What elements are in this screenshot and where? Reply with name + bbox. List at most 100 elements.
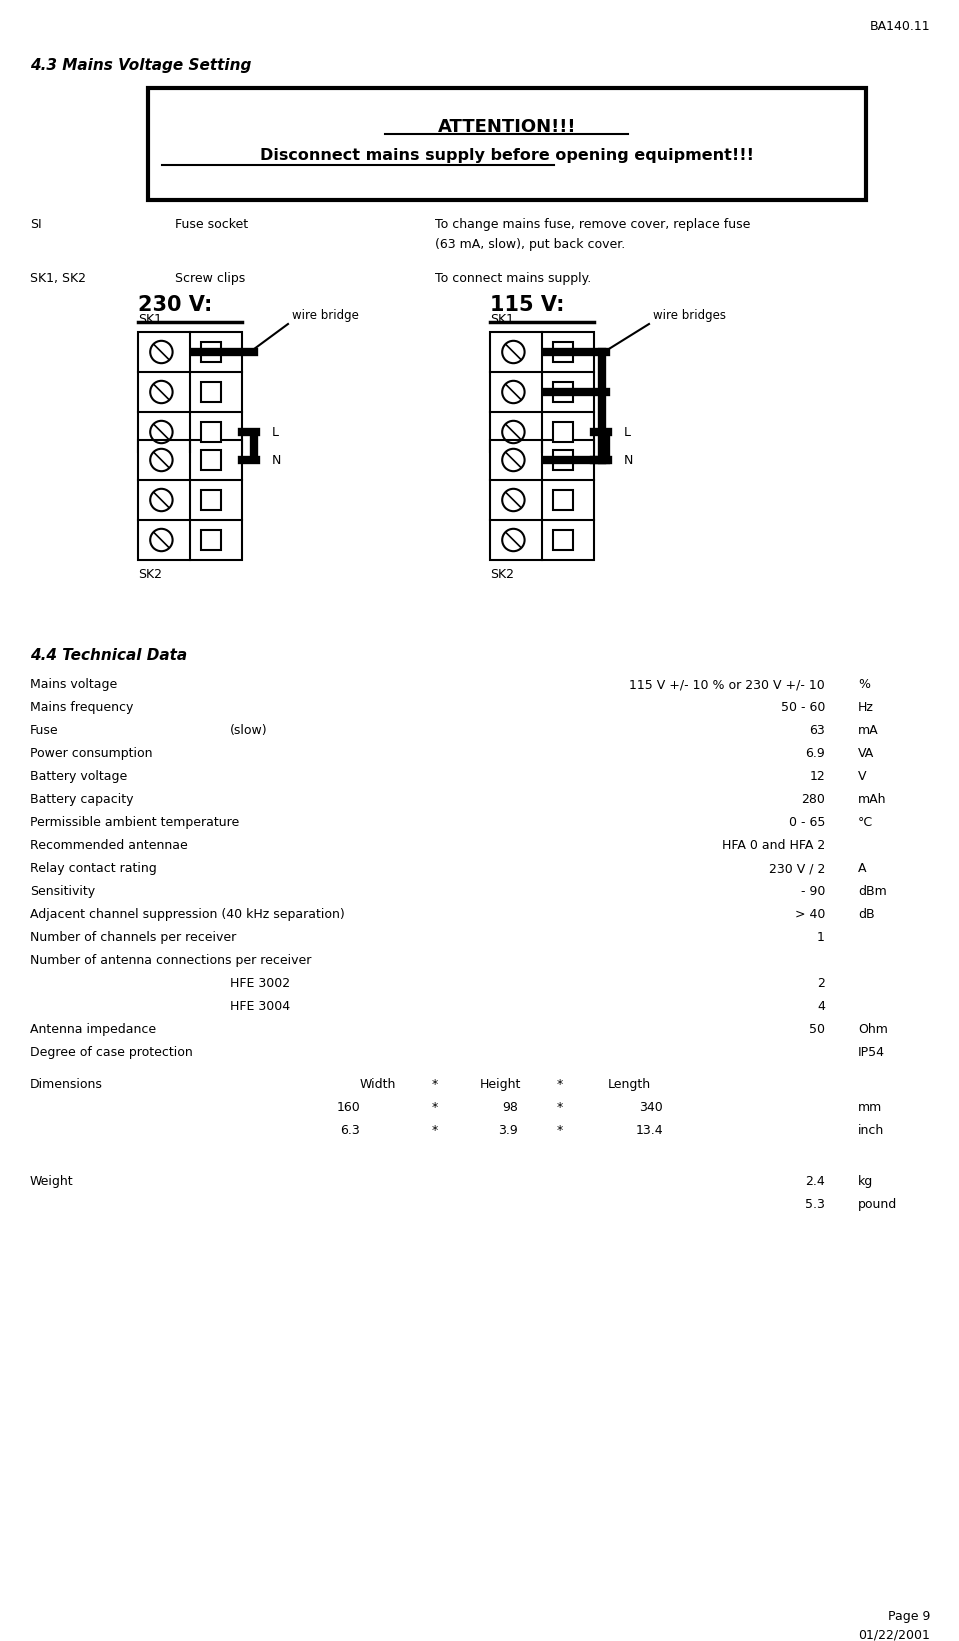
Text: Recommended antennae: Recommended antennae: [30, 839, 188, 852]
Text: Battery voltage: Battery voltage: [30, 770, 128, 783]
Text: Mains frequency: Mains frequency: [30, 701, 133, 714]
Text: Hz: Hz: [858, 701, 874, 714]
Text: Number of antenna connections per receiver: Number of antenna connections per receiv…: [30, 953, 312, 967]
Text: IP54: IP54: [858, 1045, 885, 1058]
Text: Antenna impedance: Antenna impedance: [30, 1022, 156, 1035]
Bar: [553, 530, 573, 550]
Bar: [490, 440, 594, 560]
Text: Length: Length: [608, 1078, 651, 1091]
Text: 4.3 Mains Voltage Setting: 4.3 Mains Voltage Setting: [30, 57, 251, 72]
Text: Battery capacity: Battery capacity: [30, 793, 133, 806]
Text: 13.4: 13.4: [636, 1124, 663, 1137]
Text: VA: VA: [858, 747, 875, 760]
Text: 160: 160: [337, 1101, 360, 1114]
Text: wire bridge: wire bridge: [292, 309, 359, 322]
Text: kg: kg: [858, 1175, 874, 1188]
Text: (63 mA, slow), put back cover.: (63 mA, slow), put back cover.: [435, 238, 625, 251]
Text: SK2: SK2: [490, 568, 514, 581]
Text: N: N: [272, 453, 281, 466]
Text: 1: 1: [817, 930, 825, 944]
Text: *: *: [432, 1124, 438, 1137]
Bar: [490, 331, 594, 451]
Text: BA140.11: BA140.11: [870, 20, 930, 33]
Text: 4: 4: [817, 999, 825, 1012]
Text: 3.9: 3.9: [499, 1124, 518, 1137]
Text: To connect mains supply.: To connect mains supply.: [435, 272, 592, 286]
Text: 6.3: 6.3: [340, 1124, 360, 1137]
Text: Fuse socket: Fuse socket: [175, 218, 248, 231]
Bar: [201, 491, 222, 510]
Text: 12: 12: [809, 770, 825, 783]
Bar: [201, 530, 222, 550]
Text: SK1: SK1: [490, 313, 514, 327]
Text: 50: 50: [809, 1022, 825, 1035]
Text: mAh: mAh: [858, 793, 886, 806]
Text: *: *: [557, 1101, 563, 1114]
Bar: [138, 331, 242, 451]
Text: mA: mA: [858, 724, 878, 737]
Text: Adjacent channel suppression (40 kHz separation): Adjacent channel suppression (40 kHz sep…: [30, 907, 344, 921]
Text: Relay contact rating: Relay contact rating: [30, 862, 156, 875]
Text: > 40: > 40: [795, 907, 825, 921]
Text: Sensitivity: Sensitivity: [30, 884, 95, 898]
Bar: [138, 440, 242, 560]
Bar: [553, 491, 573, 510]
Text: wire bridges: wire bridges: [653, 309, 726, 322]
Text: °C: °C: [858, 816, 873, 829]
Text: 2.4: 2.4: [806, 1175, 825, 1188]
Text: 230 V:: 230 V:: [138, 295, 212, 315]
Text: *: *: [557, 1124, 563, 1137]
Bar: [201, 422, 222, 441]
Text: inch: inch: [858, 1124, 884, 1137]
Bar: [553, 382, 573, 402]
Text: Permissible ambient temperature: Permissible ambient temperature: [30, 816, 239, 829]
Text: SK1: SK1: [138, 313, 162, 327]
Text: 2: 2: [817, 976, 825, 990]
Text: Degree of case protection: Degree of case protection: [30, 1045, 193, 1058]
Text: Fuse: Fuse: [30, 724, 58, 737]
Text: (slow): (slow): [230, 724, 268, 737]
Text: - 90: - 90: [801, 884, 825, 898]
Text: %: %: [858, 678, 870, 691]
Text: HFA 0 and HFA 2: HFA 0 and HFA 2: [722, 839, 825, 852]
Text: Dimensions: Dimensions: [30, 1078, 103, 1091]
Text: To change mains fuse, remove cover, replace fuse: To change mains fuse, remove cover, repl…: [435, 218, 750, 231]
Bar: [201, 341, 222, 363]
Text: 115 V +/- 10 % or 230 V +/- 10: 115 V +/- 10 % or 230 V +/- 10: [629, 678, 825, 691]
Text: L: L: [624, 425, 631, 438]
Text: *: *: [557, 1078, 563, 1091]
Bar: [148, 89, 866, 200]
Text: Mains voltage: Mains voltage: [30, 678, 117, 691]
Text: *: *: [432, 1101, 438, 1114]
Text: 280: 280: [801, 793, 825, 806]
Text: Power consumption: Power consumption: [30, 747, 152, 760]
Text: 98: 98: [503, 1101, 518, 1114]
Text: 340: 340: [640, 1101, 663, 1114]
Text: 115 V:: 115 V:: [490, 295, 565, 315]
Text: 4.4 Technical Data: 4.4 Technical Data: [30, 648, 187, 663]
Bar: [201, 382, 222, 402]
Text: Disconnect mains supply before opening equipment!!!: Disconnect mains supply before opening e…: [260, 148, 754, 162]
Text: 6.9: 6.9: [806, 747, 825, 760]
Text: Height: Height: [480, 1078, 522, 1091]
Text: 01/22/2001: 01/22/2001: [858, 1628, 930, 1641]
Text: Ohm: Ohm: [858, 1022, 888, 1035]
Text: SK1, SK2: SK1, SK2: [30, 272, 86, 286]
Text: ATTENTION!!!: ATTENTION!!!: [437, 118, 576, 136]
Bar: [553, 341, 573, 363]
Bar: [553, 422, 573, 441]
Text: dB: dB: [858, 907, 875, 921]
Text: *: *: [432, 1078, 438, 1091]
Text: Width: Width: [360, 1078, 396, 1091]
Text: HFE 3002: HFE 3002: [230, 976, 291, 990]
Text: N: N: [624, 453, 633, 466]
Text: pound: pound: [858, 1198, 898, 1211]
Text: 63: 63: [809, 724, 825, 737]
Text: Number of channels per receiver: Number of channels per receiver: [30, 930, 236, 944]
Text: Page 9: Page 9: [888, 1610, 930, 1623]
Text: dBm: dBm: [858, 884, 887, 898]
Text: SI: SI: [30, 218, 41, 231]
Text: Screw clips: Screw clips: [175, 272, 246, 286]
Text: 50 - 60: 50 - 60: [781, 701, 825, 714]
Text: V: V: [858, 770, 867, 783]
